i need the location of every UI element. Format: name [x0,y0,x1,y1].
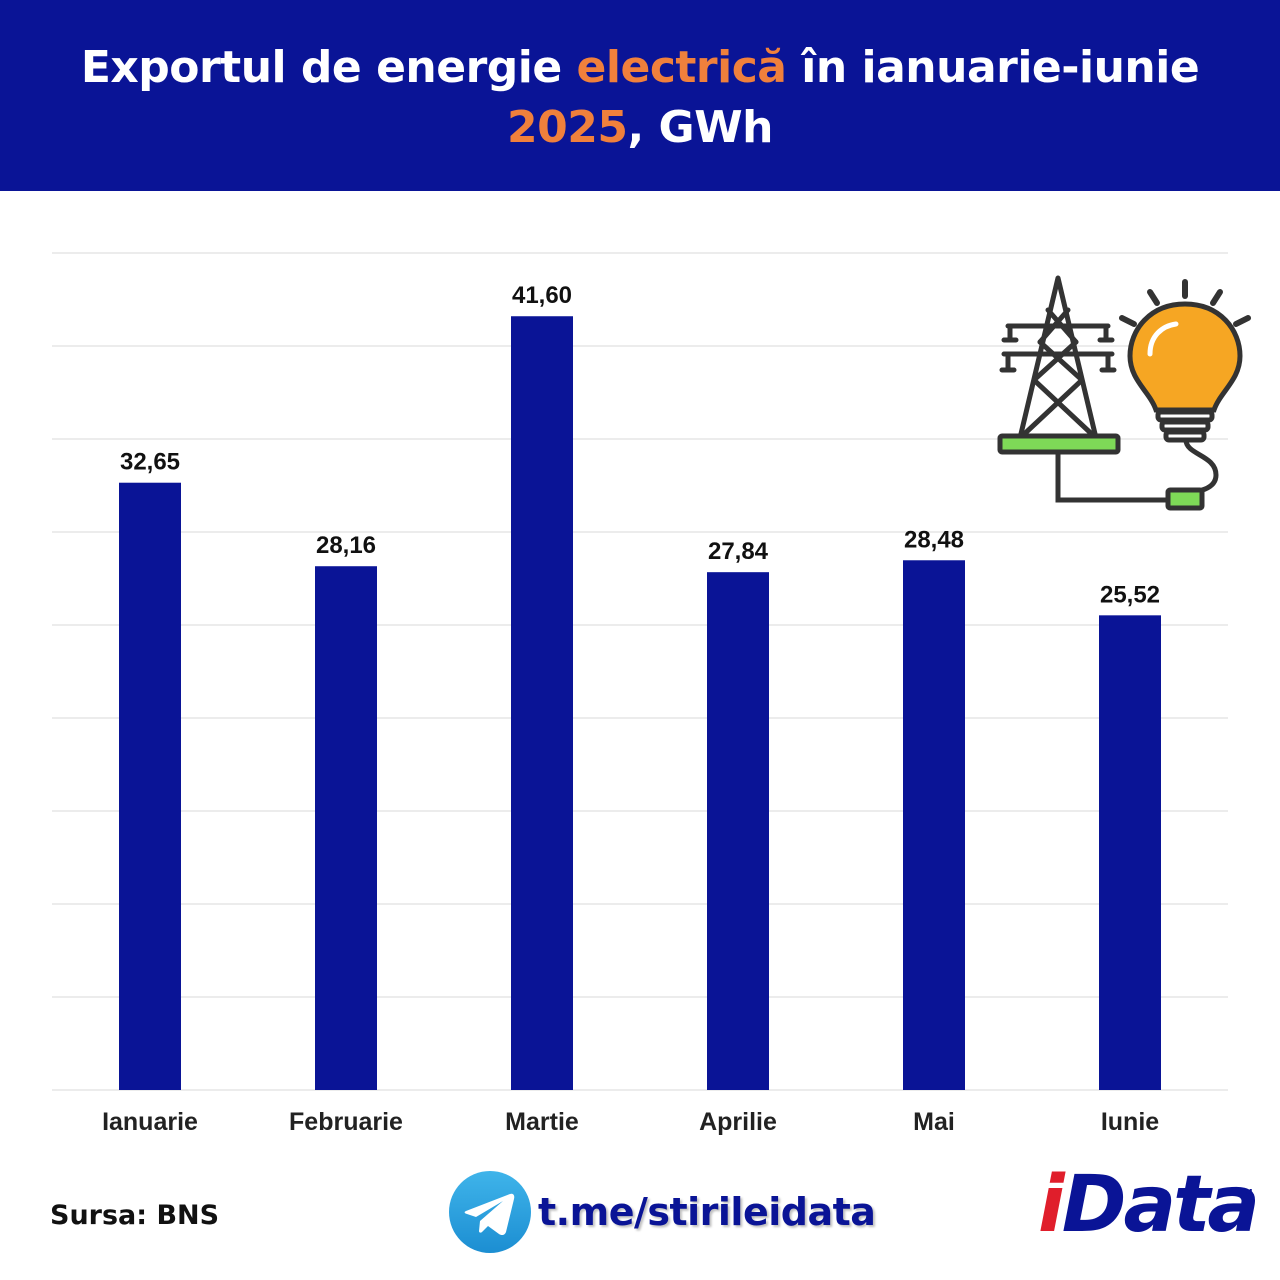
bar-februarie [315,566,377,1090]
title-highlight-1: electrică [576,41,787,93]
grid-lines [52,252,1228,1091]
category-label-mai: Mai [913,1108,955,1136]
telegram-link[interactable]: t.me/stirileidata [448,1170,876,1254]
value-label-mai: 28,48 [904,526,964,553]
category-label-martie: Martie [505,1108,579,1136]
telegram-icon [449,1171,531,1253]
title-part-2: în ianuarie-iunie [786,41,1200,93]
title-highlight-2: 2025 [507,101,628,153]
category-labels: Ianuarie Februarie Martie Aprilie Mai Iunie [102,1108,1159,1136]
logo-data: Data [1061,1160,1260,1250]
bar-ianuarie [119,482,181,1091]
power-tower-lightbulb-icon [997,275,1251,511]
category-label-iunie: Iunie [1101,1108,1159,1136]
category-label-februarie: Februarie [289,1108,403,1136]
bar-chart: 32,65 28,16 41,60 27,84 28,48 25,52 Ianuarie F… [52,252,1228,1136]
bars [119,316,1161,1091]
bar-aprilie [707,572,769,1090]
title-part-1: Exportul de energie [80,41,577,93]
value-label-ianuarie: 32,65 [120,449,180,476]
value-label-aprilie: 27,84 [708,538,769,565]
value-label-iunie: 25,52 [1100,581,1160,608]
logo-i: i [1038,1160,1065,1250]
logo-trademark: TM [1238,1188,1253,1199]
category-label-ianuarie: Ianuarie [102,1108,198,1136]
bar-martie [511,316,573,1090]
chart-header: Exportul de energie electrică în ianuari… [0,0,1280,191]
telegram-link-text[interactable]: t.me/stirileidata [538,1190,876,1234]
value-label-martie: 41,60 [512,282,572,309]
category-label-aprilie: Aprilie [699,1108,777,1136]
idata-logo: iData [1038,1160,1260,1250]
bar-iunie [1099,615,1161,1090]
value-label-februarie: 28,16 [316,532,376,559]
value-labels: 32,65 28,16 41,60 27,84 28,48 25,52 [120,282,1160,608]
chart-title: Exportul de energie electrică în ianuari… [40,38,1240,158]
bar-mai [903,560,965,1090]
title-part-3: , GWh [627,101,773,153]
source-label: Sursa: BNS [50,1200,220,1231]
